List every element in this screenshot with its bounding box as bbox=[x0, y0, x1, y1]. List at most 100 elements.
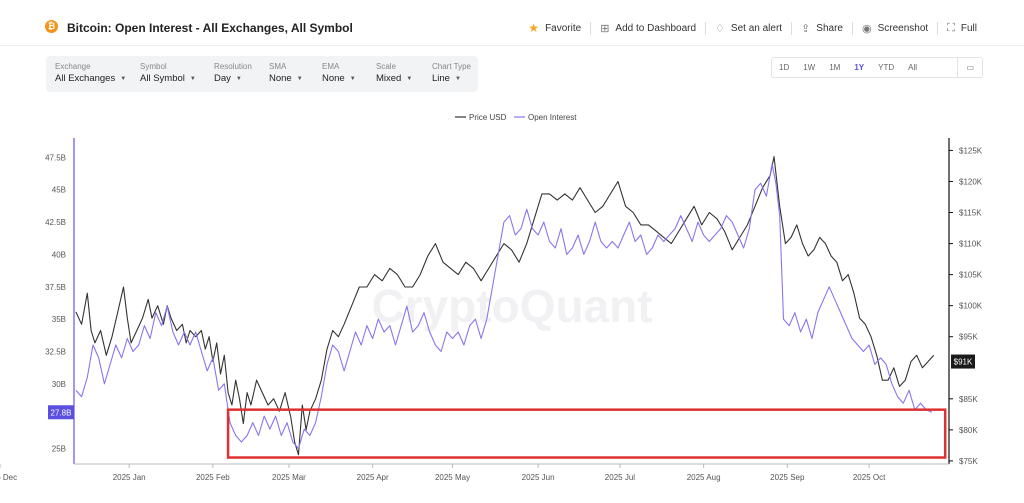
action-separator bbox=[791, 21, 793, 35]
caret-down-icon: ▼ bbox=[189, 76, 196, 82]
right-tick-label: $75K bbox=[959, 457, 978, 466]
filter-bar: Exchange All Exchanges ▼ Symbol All Symbol ▼ R… bbox=[46, 56, 478, 92]
bell-icon: ♢ bbox=[715, 22, 725, 35]
left-tick-label: 40B bbox=[52, 250, 66, 259]
x-tick-label: 2025 Sep bbox=[770, 473, 805, 482]
watermark: CryptoQuant bbox=[371, 280, 652, 332]
filter-value-text: Day bbox=[214, 73, 231, 84]
price-current-value: $91K bbox=[954, 358, 973, 367]
left-tick-label: 35B bbox=[52, 315, 66, 324]
x-tick-label: 2025 Aug bbox=[687, 473, 721, 482]
filter-label: EMA bbox=[322, 62, 340, 71]
add-to-dashboard-button[interactable]: ⊞ Add to Dashboard bbox=[591, 22, 705, 35]
header-actions: ★ Favorite ⊞ Add to Dashboard ♢ Set an alert ⇪… bbox=[519, 21, 986, 35]
range-1y[interactable]: 1Y bbox=[854, 63, 865, 72]
x-tick-label: 2025 Apr bbox=[357, 473, 389, 482]
filter-chart-type[interactable]: Chart Type Line ▼ bbox=[423, 56, 478, 92]
right-tick-label: $85K bbox=[959, 395, 978, 404]
left-tick-label: 30B bbox=[52, 380, 66, 389]
filter-value: All Exchanges ▼ bbox=[55, 73, 131, 84]
action-label: Set an alert bbox=[730, 22, 783, 34]
left-tick-label: 37.5B bbox=[45, 283, 66, 292]
filter-label: Chart Type bbox=[432, 62, 471, 71]
range-1d[interactable]: 1D bbox=[779, 63, 790, 72]
filter-value-text: Mixed bbox=[376, 73, 402, 84]
bitcoin-icon: ₿ bbox=[45, 20, 58, 33]
range-selector: 1D 1W 1M 1Y YTD All ▭ bbox=[771, 57, 983, 78]
right-tick-label: $100K bbox=[959, 302, 983, 311]
action-label: Screenshot bbox=[877, 22, 929, 34]
share-icon: ⇪ bbox=[801, 22, 811, 35]
right-tick-label: $105K bbox=[959, 271, 983, 280]
filter-label: Scale bbox=[376, 62, 397, 71]
price-usd-line bbox=[75, 156, 935, 456]
filter-value-text: None bbox=[269, 73, 292, 84]
oi-current-tag bbox=[48, 405, 74, 420]
x-tick-label: 2025 Feb bbox=[196, 473, 230, 482]
filter-label: SMA bbox=[269, 62, 287, 71]
filter-sma[interactable]: SMA None ▼ bbox=[260, 56, 313, 92]
x-tick-label: 2025 Jun bbox=[522, 473, 555, 482]
caret-down-icon: ▼ bbox=[454, 76, 461, 82]
range-all[interactable]: All bbox=[908, 63, 918, 72]
action-label: Add to Dashboard bbox=[615, 22, 697, 34]
filter-exchange[interactable]: Exchange All Exchanges ▼ bbox=[46, 56, 131, 92]
action-separator bbox=[590, 21, 592, 35]
filter-value: Mixed ▼ bbox=[376, 73, 423, 84]
filter-ema[interactable]: EMA None ▼ bbox=[313, 56, 367, 92]
header-bar: ₿ Bitcoin: Open Interest - All Exchanges… bbox=[0, 0, 1024, 46]
filter-label: Symbol bbox=[140, 62, 167, 71]
x-tick-label: 2025 Jan bbox=[113, 473, 146, 482]
left-tick-label: 45B bbox=[52, 186, 66, 195]
action-label: Favorite bbox=[545, 22, 582, 34]
x-tick-label: 2025 Jul bbox=[605, 473, 635, 482]
caret-down-icon: ▼ bbox=[235, 76, 242, 82]
filter-value-text: Line bbox=[432, 73, 450, 84]
right-tick-label: $110K bbox=[959, 240, 982, 249]
left-tick-label: 42.5B bbox=[45, 218, 66, 227]
open-interest-line bbox=[75, 163, 933, 450]
set-an-alert-button[interactable]: ♢ Set an alert bbox=[706, 22, 791, 35]
left-tick-label: 32.5B bbox=[45, 347, 66, 356]
legend-price-label: Price USD bbox=[469, 113, 507, 122]
filter-value: None ▼ bbox=[269, 73, 313, 84]
favorite-button[interactable]: ★ Favorite bbox=[519, 21, 590, 35]
x-tick-label: 2025 Oct bbox=[853, 473, 886, 482]
right-tick-label: $115K bbox=[959, 209, 982, 218]
action-separator bbox=[851, 21, 853, 35]
oi-current-value: 27.8B bbox=[51, 408, 72, 417]
legend-oi-label: Open Interest bbox=[528, 113, 577, 122]
range-1m[interactable]: 1M bbox=[829, 63, 841, 72]
calendar-icon[interactable]: ▭ bbox=[957, 58, 982, 77]
filter-value: Day ▼ bbox=[214, 73, 260, 84]
right-tick-label: $120K bbox=[959, 177, 983, 186]
action-label: Full bbox=[960, 22, 977, 34]
camera-icon: ◉ bbox=[861, 22, 872, 35]
action-label: Share bbox=[816, 22, 843, 34]
screenshot-button[interactable]: ◉ Screenshot bbox=[853, 22, 937, 35]
x-tick-label: 2025 Mar bbox=[272, 473, 306, 482]
caret-down-icon: ▼ bbox=[349, 76, 356, 82]
filter-resolution[interactable]: Resolution Day ▼ bbox=[205, 56, 260, 92]
full-button[interactable]: ⛶ Full bbox=[938, 22, 986, 35]
action-separator bbox=[937, 21, 939, 35]
price-current-tag bbox=[951, 354, 975, 369]
star-icon: ★ bbox=[528, 21, 540, 35]
dashboard-icon: ⊞ bbox=[600, 22, 610, 35]
caret-down-icon: ▼ bbox=[296, 76, 303, 82]
filter-value-text: All Symbol bbox=[140, 73, 185, 84]
filter-value-text: All Exchanges bbox=[55, 73, 116, 84]
filter-value: None ▼ bbox=[322, 73, 367, 84]
share-button[interactable]: ⇪ Share bbox=[792, 22, 852, 35]
caret-down-icon: ▼ bbox=[406, 76, 413, 82]
highlight-box bbox=[226, 408, 947, 459]
range-ytd[interactable]: YTD bbox=[878, 63, 895, 72]
filter-symbol[interactable]: Symbol All Symbol ▼ bbox=[131, 56, 205, 92]
right-tick-label: $80K bbox=[959, 426, 978, 435]
filter-value: All Symbol ▼ bbox=[140, 73, 205, 84]
range-1w[interactable]: 1W bbox=[803, 63, 816, 72]
x-tick-label: 2025 Dec bbox=[0, 473, 17, 482]
right-tick-label: $125K bbox=[959, 146, 983, 155]
filter-scale[interactable]: Scale Mixed ▼ bbox=[367, 56, 423, 92]
